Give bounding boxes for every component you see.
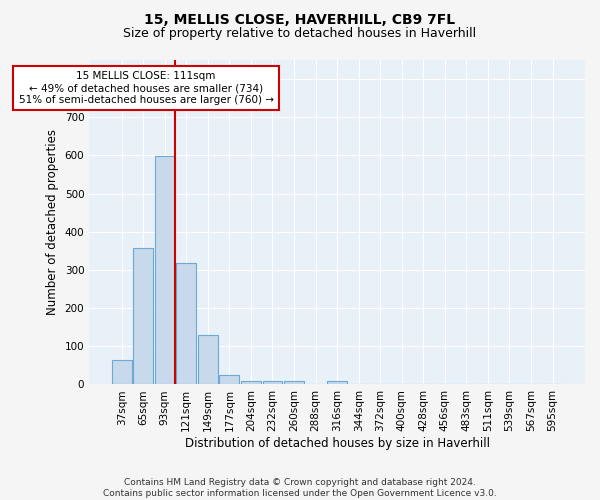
Bar bbox=[112, 360, 131, 384]
Bar bbox=[241, 380, 261, 384]
Bar bbox=[263, 382, 283, 384]
Text: 15 MELLIS CLOSE: 111sqm
← 49% of detached houses are smaller (734)
51% of semi-d: 15 MELLIS CLOSE: 111sqm ← 49% of detache… bbox=[19, 72, 274, 104]
Bar bbox=[327, 380, 347, 384]
Bar bbox=[155, 156, 175, 384]
X-axis label: Distribution of detached houses by size in Haverhill: Distribution of detached houses by size … bbox=[185, 437, 490, 450]
Bar bbox=[198, 335, 218, 384]
Text: 15, MELLIS CLOSE, HAVERHILL, CB9 7FL: 15, MELLIS CLOSE, HAVERHILL, CB9 7FL bbox=[145, 12, 455, 26]
Bar bbox=[176, 263, 196, 384]
Text: Contains HM Land Registry data © Crown copyright and database right 2024.
Contai: Contains HM Land Registry data © Crown c… bbox=[103, 478, 497, 498]
Bar bbox=[220, 375, 239, 384]
Y-axis label: Number of detached properties: Number of detached properties bbox=[46, 129, 59, 315]
Bar bbox=[133, 248, 153, 384]
Text: Size of property relative to detached houses in Haverhill: Size of property relative to detached ho… bbox=[124, 28, 476, 40]
Bar bbox=[284, 382, 304, 384]
